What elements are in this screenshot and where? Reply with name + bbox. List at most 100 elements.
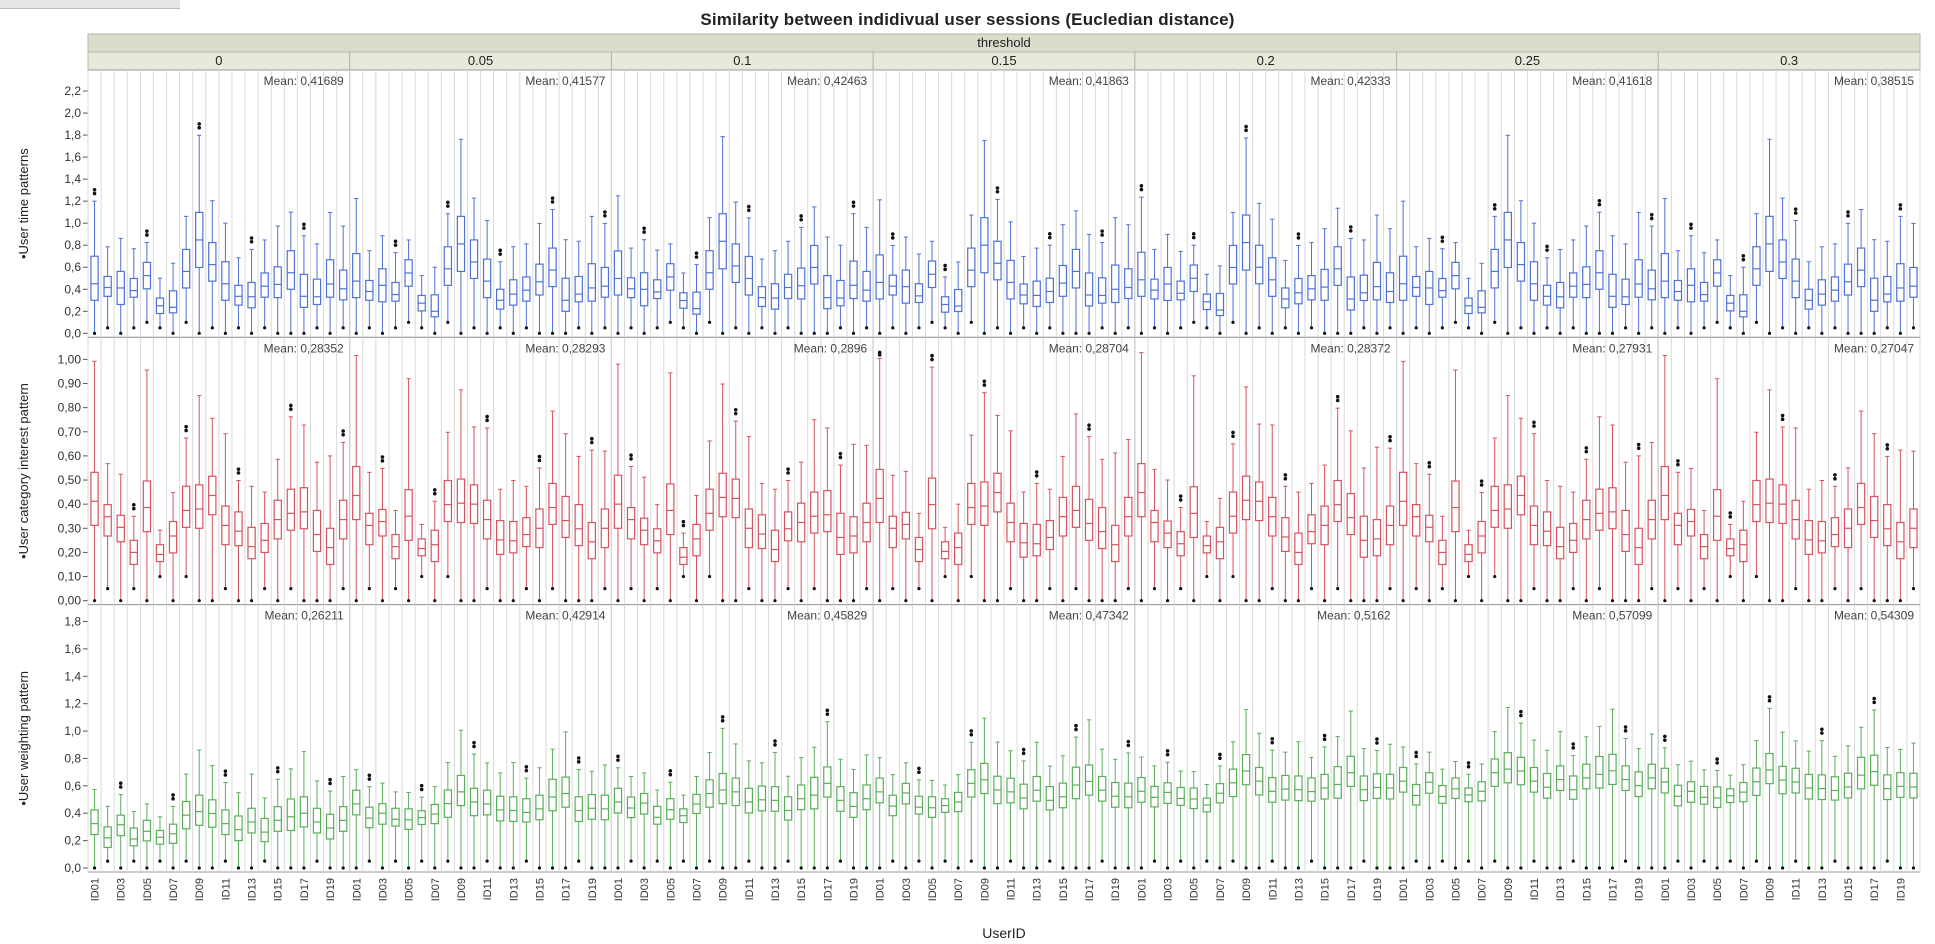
outlier-point [1794, 859, 1798, 863]
outlier-point [930, 357, 934, 362]
box-iqr [888, 274, 897, 296]
box-iqr [195, 794, 204, 826]
outlier-point [1453, 320, 1458, 324]
box-iqr [954, 532, 963, 566]
box-iqr [561, 495, 570, 539]
box-iqr [1555, 765, 1565, 792]
outlier-point [1885, 443, 1890, 447]
box-iqr [312, 278, 322, 306]
box-iqr [600, 266, 610, 298]
outlier-point [1349, 599, 1353, 603]
box-iqr [1241, 754, 1251, 786]
box-iqr [639, 517, 649, 546]
outlier-point [171, 796, 175, 801]
outlier-point [1898, 203, 1903, 207]
outlier-point [1872, 866, 1876, 870]
outlier-point [1702, 859, 1706, 863]
chart-title: Similarity between indidivual user sessi… [700, 10, 1235, 29]
x-tick-label: ID05 [1189, 878, 1201, 901]
box-iqr [142, 819, 152, 842]
outlier-point [1793, 211, 1798, 215]
outlier-point [1466, 859, 1471, 863]
box-iqr [1569, 775, 1578, 800]
box-iqr [1359, 775, 1369, 802]
box-iqr [247, 526, 256, 560]
box-iqr [1137, 251, 1146, 297]
y-tick-label: 0,80 [58, 401, 82, 415]
outlier-point [773, 331, 777, 335]
box-iqr [770, 529, 780, 563]
x-tick-label: ID13 [1032, 878, 1044, 901]
box-iqr [260, 272, 269, 298]
outlier-point [1453, 866, 1458, 870]
box-iqr [1398, 255, 1408, 301]
outlier-point [119, 599, 123, 603]
outlier-point [1152, 326, 1157, 330]
outlier-point [1231, 320, 1235, 324]
outlier-point [733, 407, 738, 412]
y-tick-label: 0,30 [58, 521, 82, 535]
outlier-point [1375, 737, 1379, 741]
outlier-point [891, 859, 895, 863]
outlier-point [1244, 124, 1248, 129]
outlier-point [1715, 599, 1719, 603]
box-iqr [639, 792, 649, 815]
outlier-point [878, 331, 882, 335]
box-iqr [1150, 509, 1159, 543]
outlier-point [1309, 587, 1314, 591]
box-iqr [705, 250, 714, 290]
x-tick-label: ID11 [1791, 878, 1803, 900]
outlier-point [289, 866, 293, 870]
outlier-point [1898, 331, 1902, 335]
outlier-point [603, 866, 607, 870]
x-tick-label: ID13 [770, 878, 782, 901]
outlier-point [1650, 587, 1654, 591]
box-iqr [1294, 775, 1303, 802]
box-iqr [1124, 782, 1133, 809]
outlier-point [1506, 599, 1510, 603]
outlier-point [1689, 222, 1693, 227]
outlier-point [328, 777, 332, 782]
outlier-point [1649, 212, 1654, 217]
x-tick-label: ID09 [456, 878, 468, 901]
outlier-point [577, 599, 581, 603]
x-tick-label: ID01 [875, 878, 887, 901]
window-toolbar-strip [0, 0, 180, 9]
outlier-point [1741, 331, 1745, 335]
outlier-point [276, 599, 280, 603]
outlier-point [1336, 866, 1340, 870]
outlier-point [380, 455, 385, 459]
box-iqr [338, 269, 348, 301]
outlier-point [276, 866, 280, 870]
outlier-point [302, 599, 306, 603]
box-iqr [1634, 771, 1643, 798]
x-tick-label: ID15 [1843, 878, 1855, 901]
outlier-point [1781, 326, 1785, 330]
outlier-point [289, 407, 293, 412]
mean-label: Mean: 0,41577 [525, 74, 605, 88]
box-iqr [1883, 504, 1892, 547]
y-tick-label: 0,0 [64, 861, 81, 875]
outlier-point [236, 866, 241, 870]
box-iqr [1176, 280, 1185, 301]
y-tick-label: 0,00 [58, 594, 82, 608]
outlier-point [773, 743, 777, 747]
box-iqr [208, 241, 217, 282]
box-iqr [417, 538, 426, 557]
outlier-point [1113, 331, 1117, 335]
outlier-point [1663, 866, 1667, 870]
box-iqr [810, 776, 819, 810]
outlier-point [1179, 587, 1183, 591]
x-tick-label: ID03 [1163, 878, 1175, 901]
outlier-point [433, 599, 437, 603]
box-iqr [1503, 752, 1512, 784]
outlier-point [1296, 232, 1301, 236]
outlier-point [485, 414, 489, 419]
outlier-point [92, 866, 97, 870]
outlier-point [1492, 206, 1497, 211]
outlier-point [1218, 756, 1222, 761]
x-tick-label: ID07 [430, 878, 442, 901]
outlier-point [393, 859, 398, 863]
outlier-point [1218, 599, 1222, 603]
outlier-point [1139, 183, 1144, 188]
